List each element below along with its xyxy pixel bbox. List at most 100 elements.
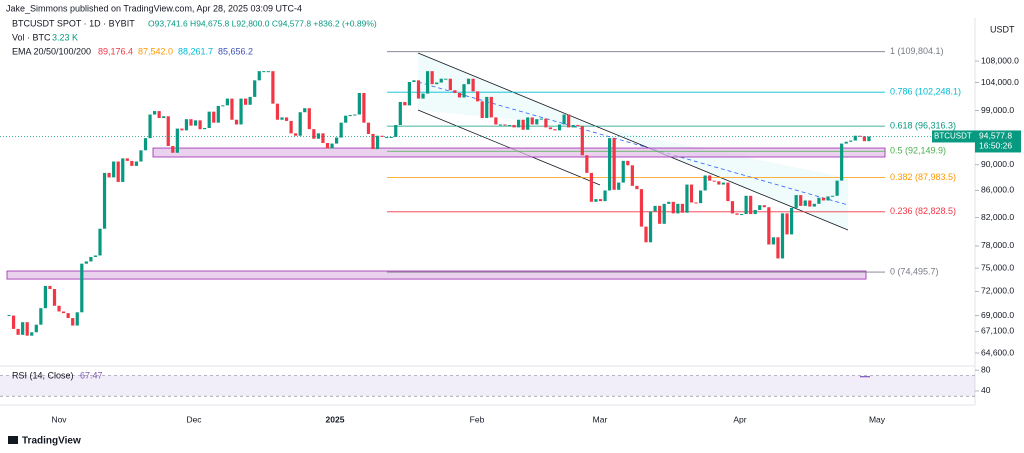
ema-value: 85,656.2: [218, 46, 253, 56]
candle: [835, 180, 839, 196]
candle: [503, 124, 507, 126]
candle: [689, 184, 694, 203]
quote: O93,741.6 H94,675.8 L92,800.0 C94,577.8 …: [148, 18, 377, 28]
fib-label: 0.5 (92,149.9): [890, 146, 946, 156]
candle: [248, 96, 252, 105]
candle: [134, 161, 138, 166]
candle: [357, 92, 361, 115]
y-tick-label: 64,600.0: [981, 347, 1014, 357]
candle: [557, 124, 562, 131]
candle: [767, 207, 771, 245]
zone: [152, 147, 886, 158]
y-tick-label: 82,000.0: [981, 212, 1014, 222]
candle: [407, 81, 411, 106]
candle: [544, 118, 548, 128]
candle: [844, 141, 848, 144]
candle: [840, 143, 844, 181]
trend-line: [417, 52, 849, 231]
candle: [785, 213, 789, 235]
candle: [353, 114, 357, 116]
candle: [521, 119, 525, 130]
candle: [648, 211, 653, 243]
candle: [721, 182, 725, 185]
candle: [621, 160, 625, 183]
candle: [635, 185, 639, 190]
candle: [403, 101, 407, 106]
fib-label: 0 (74,495.7): [890, 266, 939, 276]
price-tag-label: 94,577.8: [979, 131, 1012, 141]
trend-line: [417, 109, 601, 186]
candle: [594, 199, 598, 202]
ticker-tag: [932, 130, 975, 143]
candle: [626, 160, 630, 166]
candle: [48, 285, 52, 290]
candle: [494, 117, 498, 125]
candle: [576, 125, 580, 127]
candle: [703, 175, 707, 191]
candle: [744, 195, 748, 215]
candle: [371, 133, 375, 150]
candle: [66, 313, 70, 319]
candle: [212, 111, 216, 123]
candle: [348, 115, 352, 117]
candle: [385, 136, 389, 138]
candle: [71, 318, 75, 326]
y-tick-label: 104,000.0: [981, 77, 1019, 87]
candle: [166, 116, 170, 147]
candle: [712, 180, 716, 182]
candle: [34, 324, 38, 333]
y-tick-label: 72,000.0: [981, 286, 1014, 296]
candle: [52, 289, 57, 306]
candle: [780, 213, 785, 259]
candle: [335, 137, 339, 144]
candle: [507, 125, 512, 127]
candle: [439, 78, 443, 83]
candle: [685, 184, 689, 213]
candle: [244, 98, 248, 105]
x-tick-label: Nov: [51, 414, 67, 424]
candle: [75, 312, 79, 326]
candle: [344, 115, 348, 123]
candle: [758, 205, 762, 210]
candle: [480, 101, 484, 119]
symbol: BTCUSDT SPOT · 1D · BYBIT: [12, 18, 135, 28]
candle: [239, 98, 243, 125]
candle: [93, 255, 98, 257]
candle: [462, 84, 466, 98]
vol-label: Vol · BTC: [12, 32, 51, 42]
candle: [157, 111, 161, 119]
candle: [749, 195, 753, 215]
candle: [316, 133, 320, 139]
ema-value: 87,542.0: [138, 46, 173, 56]
candle: [280, 117, 284, 120]
candle: [412, 80, 416, 82]
candle: [639, 189, 644, 227]
candle: [676, 203, 680, 214]
candle: [25, 322, 29, 336]
candle: [471, 78, 475, 92]
fib-label: 0.786 (102,248.1): [890, 87, 961, 97]
candle: [325, 142, 330, 149]
candle: [112, 161, 116, 178]
candle: [139, 150, 143, 162]
candle: [580, 126, 584, 156]
mid-line: [417, 81, 849, 206]
candle: [444, 78, 448, 80]
candle: [498, 124, 502, 126]
candle: [598, 199, 603, 202]
candle: [585, 155, 589, 173]
rsi-tick-label: 40: [981, 385, 991, 395]
candle: [821, 197, 826, 201]
rsi-label: RSI (14, Close): [12, 370, 74, 380]
candle: [225, 98, 229, 106]
candle: [426, 71, 430, 94]
fib-label: 1 (109,804.1): [890, 46, 944, 56]
logo-mark: [8, 436, 18, 444]
candle: [862, 136, 866, 142]
candle: [466, 78, 471, 85]
x-tick-label: Feb: [470, 414, 485, 424]
candle: [662, 203, 666, 224]
fib-label: 0.236 (82,828.5): [890, 206, 956, 216]
candle: [193, 120, 198, 126]
